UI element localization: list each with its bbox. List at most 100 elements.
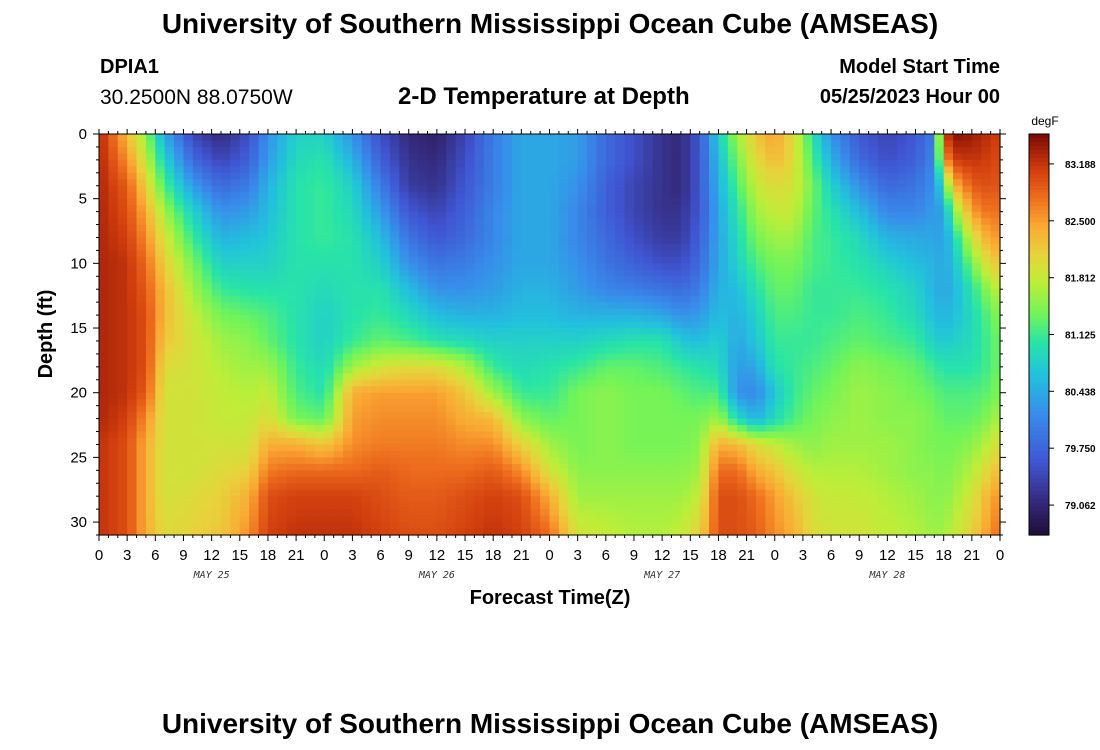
heatmap-cell: [361, 289, 372, 297]
heatmap-cell: [389, 276, 400, 284]
heatmap-cell: [680, 134, 691, 142]
heatmap-cell: [699, 509, 710, 517]
heatmap-cell: [239, 502, 250, 510]
heatmap-cell: [296, 256, 307, 264]
heatmap-cell: [286, 302, 297, 310]
heatmap-cell: [258, 476, 269, 484]
heatmap-cell: [549, 392, 560, 400]
heatmap-cell: [183, 360, 194, 368]
heatmap-cell: [821, 153, 832, 161]
heatmap-cell: [427, 437, 438, 446]
heatmap-cell: [483, 431, 494, 439]
heatmap-cell: [849, 134, 860, 142]
heatmap-cell: [145, 444, 156, 452]
heatmap-cell: [558, 373, 569, 381]
heatmap-cell: [465, 289, 476, 297]
heatmap-cell: [568, 489, 579, 497]
heatmap-cell: [108, 444, 119, 452]
heatmap-cell: [577, 366, 588, 374]
heatmap-cell: [615, 489, 626, 497]
heatmap-cell: [737, 483, 748, 491]
heatmap-cell: [831, 379, 842, 387]
heatmap-cell: [174, 489, 185, 497]
heatmap-cell: [680, 437, 691, 446]
heatmap-cell: [671, 192, 682, 200]
heatmap-cell: [624, 140, 635, 148]
heatmap-cell: [305, 218, 316, 226]
heatmap-cell: [408, 269, 419, 277]
heatmap-cell: [427, 399, 438, 407]
heatmap-cell: [793, 302, 804, 310]
heatmap-cell: [840, 476, 851, 484]
heatmap-cell: [145, 308, 156, 316]
heatmap-cell: [239, 379, 250, 387]
heatmap-cell: [662, 515, 673, 523]
heatmap-cell: [840, 218, 851, 226]
heatmap-cell: [436, 515, 447, 523]
heatmap-cell: [511, 353, 522, 361]
heatmap-cell: [418, 289, 429, 297]
heatmap-cell: [493, 179, 504, 187]
heatmap-cell: [605, 450, 616, 458]
heatmap-cell: [277, 405, 288, 413]
heatmap-cell: [596, 437, 607, 446]
heatmap-cell: [671, 489, 682, 497]
heatmap-cell: [671, 218, 682, 226]
heatmap-cell: [709, 392, 720, 400]
heatmap-cell: [737, 496, 748, 504]
heatmap-cell: [127, 334, 138, 342]
heatmap-cell: [765, 496, 776, 504]
heatmap-cell: [239, 250, 250, 258]
heatmap-cell: [784, 289, 795, 297]
heatmap-cell: [352, 295, 363, 303]
heatmap-cell: [568, 437, 579, 446]
heatmap-cell: [568, 185, 579, 193]
heatmap-cell: [624, 146, 635, 155]
heatmap-cell: [558, 263, 569, 271]
heatmap-cell: [680, 243, 691, 252]
heatmap-cell: [540, 373, 551, 381]
heatmap-cell: [267, 334, 278, 342]
heatmap-cell: [258, 315, 269, 323]
heatmap-cell: [690, 315, 701, 323]
heatmap-cell: [249, 489, 260, 497]
heatmap-cell: [183, 431, 194, 439]
heatmap-cell: [343, 308, 354, 316]
heatmap-cell: [615, 172, 626, 180]
heatmap-cell: [99, 431, 109, 439]
heatmap-cell: [465, 412, 476, 420]
heatmap-cell: [399, 405, 410, 413]
heatmap-cell: [577, 146, 588, 155]
heatmap-cell: [709, 172, 720, 180]
heatmap-cell: [587, 528, 598, 536]
heatmap-cell: [343, 334, 354, 342]
heatmap-cell: [399, 431, 410, 439]
heatmap-cell: [831, 515, 842, 523]
heatmap-cell: [568, 476, 579, 484]
heatmap-cell: [690, 179, 701, 187]
heatmap-cell: [145, 457, 156, 465]
heatmap-cell: [821, 205, 832, 213]
heatmap-cell: [755, 166, 766, 174]
heatmap-cell: [399, 347, 410, 355]
heatmap-cell: [305, 502, 316, 510]
heatmap-cell: [314, 250, 325, 258]
heatmap-cell: [633, 340, 644, 349]
heatmap-cell: [727, 153, 738, 161]
heatmap-cell: [239, 146, 250, 155]
heatmap-cell: [521, 205, 532, 213]
heatmap-cell: [821, 509, 832, 517]
heatmap-cell: [549, 444, 560, 452]
heatmap-cell: [258, 496, 269, 504]
heatmap-cell: [192, 444, 203, 452]
heatmap-cell: [446, 366, 457, 374]
heatmap-cell: [605, 366, 616, 374]
heatmap-cell: [239, 425, 250, 433]
heatmap-cell: [831, 224, 842, 232]
heatmap-cell: [812, 431, 823, 439]
heatmap-cell: [587, 166, 598, 174]
heatmap-cell: [755, 231, 766, 239]
heatmap-cell: [211, 166, 222, 174]
heatmap-cell: [840, 140, 851, 148]
heatmap-cell: [221, 392, 231, 400]
